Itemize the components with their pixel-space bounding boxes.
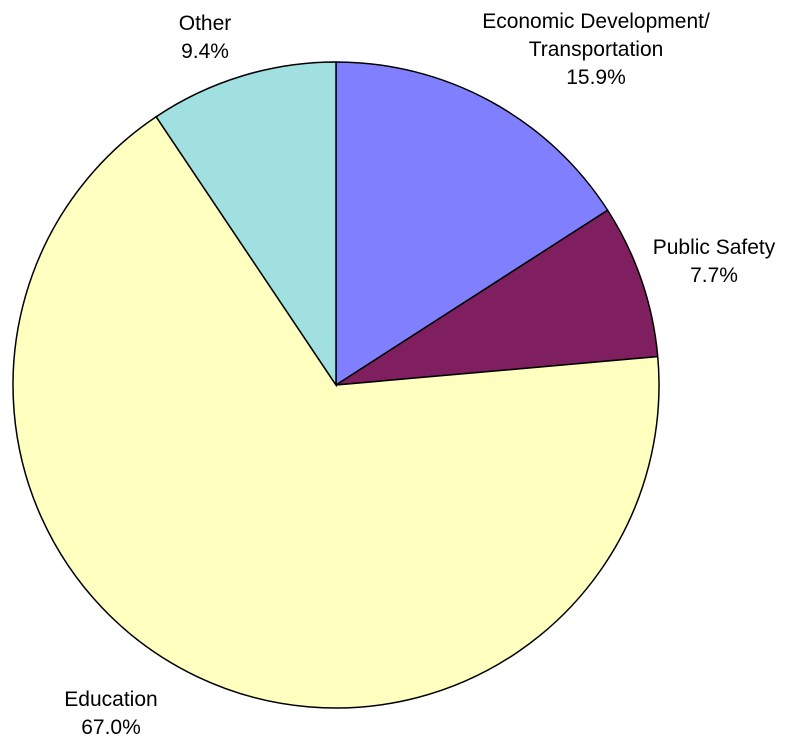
slice-label-economic-development: Economic Development/Transportation 15.9%: [482, 10, 710, 89]
slice-percent: 9.4%: [181, 40, 229, 63]
pie-slices: [12, 61, 660, 709]
slice-label-public-safety: Public Safety 7.7%: [653, 236, 776, 287]
slice-percent: 15.9%: [566, 66, 626, 89]
pie-slice-public-safety: [335, 209, 659, 386]
pie-labels: Economic Development/Transportation 15.9%…: [64, 10, 775, 739]
slice-name-line: Economic Development/: [482, 10, 710, 33]
pie-slice-economic-development: [335, 61, 609, 387]
slice-percent: 7.7%: [690, 264, 738, 287]
slice-label-other: Other 9.4%: [179, 12, 232, 63]
slice-percent: 67.0%: [81, 716, 141, 739]
pie-slice-education: [12, 115, 660, 709]
slice-label-education: Education 67.0%: [64, 688, 157, 739]
slice-name-line: Other: [179, 12, 232, 35]
slice-name-line: Education: [64, 688, 157, 711]
slice-name-line: Public Safety: [653, 236, 776, 259]
slice-name-line: Transportation: [529, 38, 664, 61]
pie-slice-other: [155, 61, 337, 388]
